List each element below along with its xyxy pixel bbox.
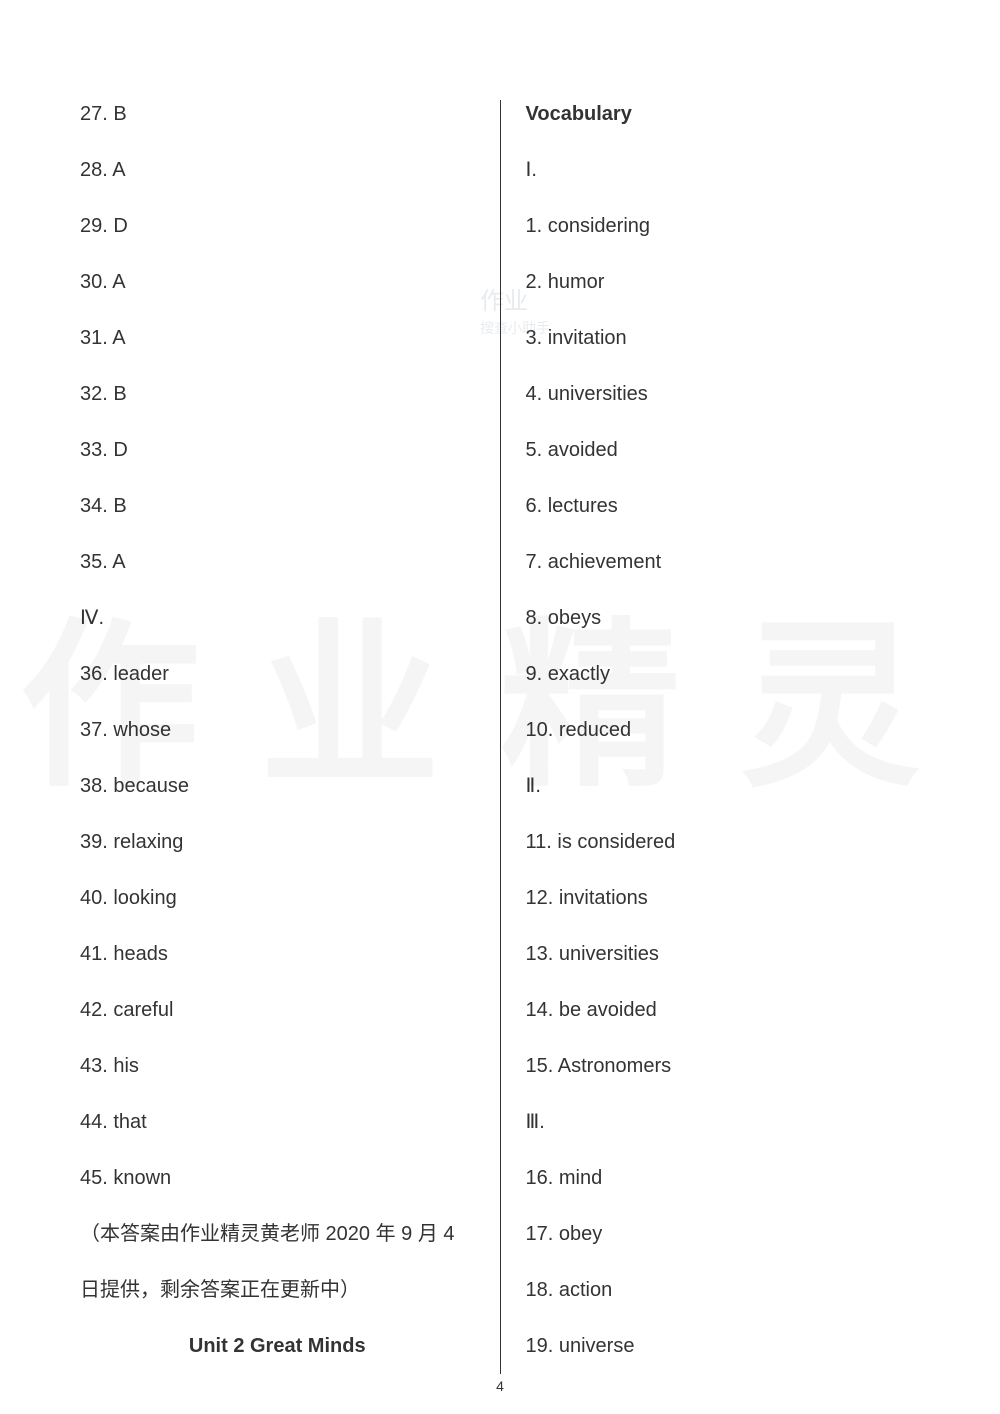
- answer-line: 39. relaxing: [80, 828, 475, 856]
- answer-line: Ⅲ.: [526, 1108, 921, 1136]
- answer-line: 17. obey: [526, 1220, 921, 1248]
- answer-line: 40. looking: [80, 884, 475, 912]
- answer-line: 36. leader: [80, 660, 475, 688]
- answer-line: 日提供，剩余答案正在更新中）: [80, 1276, 475, 1304]
- answer-line: 19. universe: [526, 1332, 921, 1360]
- answer-line: 1. considering: [526, 212, 921, 240]
- answer-line: 45. known: [80, 1164, 475, 1192]
- answer-line: 10. reduced: [526, 716, 921, 744]
- left-column: 27. B 28. A 29. D 30. A 31. A 32. B 33. D 34. B…: [80, 100, 501, 1374]
- answer-line: Vocabulary: [526, 100, 921, 128]
- answer-line: 42. careful: [80, 996, 475, 1024]
- answer-line: 27. B: [80, 100, 475, 128]
- answer-line: 11. is considered: [526, 828, 921, 856]
- answer-line: 32. B: [80, 380, 475, 408]
- answer-line: 33. D: [80, 436, 475, 464]
- answer-line: 9. exactly: [526, 660, 921, 688]
- answer-line: 8. obeys: [526, 604, 921, 632]
- answer-line: Ⅱ.: [526, 772, 921, 800]
- answer-line: 15. Astronomers: [526, 1052, 921, 1080]
- answer-line: 30. A: [80, 268, 475, 296]
- answer-line: 2. humor: [526, 268, 921, 296]
- right-column: Vocabulary Ⅰ. 1. considering 2. humor 3. inv…: [501, 100, 921, 1374]
- answer-line: 29. D: [80, 212, 475, 240]
- answer-line: 31. A: [80, 324, 475, 352]
- answer-line: 7. achievement: [526, 548, 921, 576]
- answer-line: （本答案由作业精灵黄老师 2020 年 9 月 4: [80, 1220, 475, 1248]
- answer-line: 13. universities: [526, 940, 921, 968]
- answer-line: 16. mind: [526, 1164, 921, 1192]
- answer-line: 44. that: [80, 1108, 475, 1136]
- answer-line: 6. lectures: [526, 492, 921, 520]
- answer-line: 4. universities: [526, 380, 921, 408]
- content-wrapper: 27. B 28. A 29. D 30. A 31. A 32. B 33. D 34. B…: [80, 100, 920, 1374]
- answer-line: 14. be avoided: [526, 996, 921, 1024]
- answer-line: 18. action: [526, 1276, 921, 1304]
- answer-line: Unit 2 Great Minds: [80, 1332, 475, 1360]
- answer-line: 12. invitations: [526, 884, 921, 912]
- answer-line: Ⅳ.: [80, 604, 475, 632]
- answer-line: 5. avoided: [526, 436, 921, 464]
- answer-line: 43. his: [80, 1052, 475, 1080]
- answer-line: 35. A: [80, 548, 475, 576]
- answer-line: 37. whose: [80, 716, 475, 744]
- answer-line: 3. invitation: [526, 324, 921, 352]
- answer-line: 41. heads: [80, 940, 475, 968]
- answer-line: 34. B: [80, 492, 475, 520]
- answer-line: 28. A: [80, 156, 475, 184]
- answer-line: 38. because: [80, 772, 475, 800]
- page-number: 4: [496, 1378, 504, 1394]
- answer-line: Ⅰ.: [526, 156, 921, 184]
